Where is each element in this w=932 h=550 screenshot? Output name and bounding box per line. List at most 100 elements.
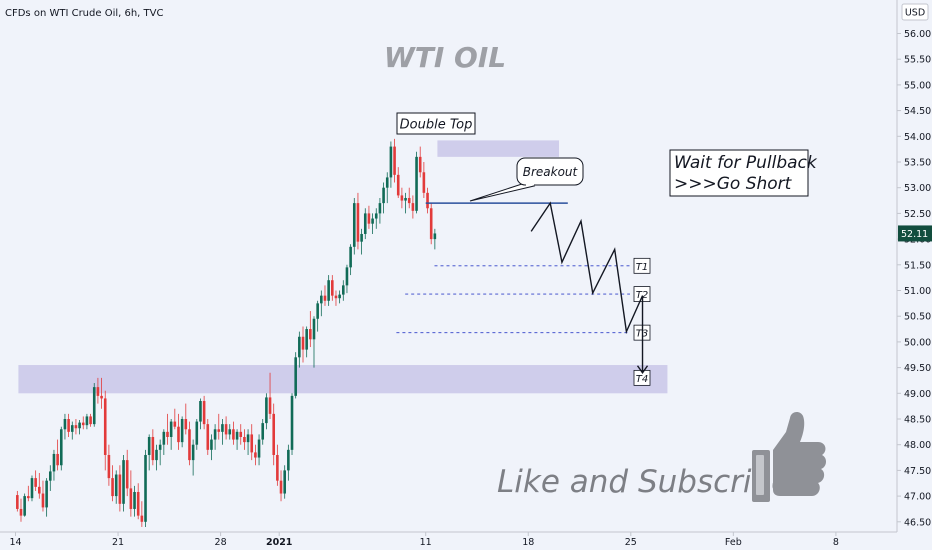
candle xyxy=(19,498,23,522)
candle xyxy=(283,465,286,499)
candle xyxy=(173,408,177,430)
candle xyxy=(38,472,41,499)
candle xyxy=(67,413,70,437)
candle xyxy=(81,416,85,430)
double-top-zone xyxy=(437,140,560,157)
candle xyxy=(356,192,360,250)
y-tick-label: 50.50 xyxy=(904,312,931,323)
candle xyxy=(151,429,155,466)
candle xyxy=(221,419,224,445)
candle xyxy=(287,444,290,481)
price-axis[interactable]: 56.00 55.50 55.00 54.50 54.00 53.50 53.00 52.50… xyxy=(896,0,932,532)
y-tick-label: 46.50 xyxy=(904,517,931,528)
candle xyxy=(180,416,184,448)
last-price-label: 52.11 xyxy=(901,229,928,240)
symbol-label: CFDs on WTI Crude Oil, 6h, TVC xyxy=(5,8,163,19)
candle xyxy=(265,393,268,430)
candle xyxy=(103,390,107,471)
candle xyxy=(320,290,323,317)
candle xyxy=(316,300,319,332)
candle xyxy=(232,421,235,445)
candle xyxy=(294,352,297,399)
candle xyxy=(276,444,279,486)
candle xyxy=(268,372,272,419)
last-price-tag xyxy=(898,225,932,242)
target-label-t4: T4 xyxy=(636,374,648,385)
candle xyxy=(52,449,56,481)
candle xyxy=(360,228,363,255)
projection-arrowhead xyxy=(636,365,649,374)
candle xyxy=(23,493,26,517)
candle xyxy=(385,172,389,204)
candle xyxy=(374,208,378,229)
candle xyxy=(188,421,191,466)
candle xyxy=(27,485,30,502)
candle xyxy=(48,465,52,491)
candle xyxy=(177,413,180,450)
candle xyxy=(195,419,199,450)
candle xyxy=(341,280,345,301)
candle xyxy=(74,419,78,435)
target-label-box xyxy=(633,257,651,274)
candle xyxy=(382,182,385,214)
y-tick-label: 55.00 xyxy=(904,80,931,91)
candle xyxy=(63,413,67,440)
projection-path xyxy=(530,201,644,373)
candle xyxy=(279,470,283,502)
y-tick-label: 48.00 xyxy=(904,440,931,451)
candle xyxy=(254,444,257,466)
breakout-callout-text: Breakout xyxy=(523,165,579,179)
candle xyxy=(235,429,239,450)
candle xyxy=(312,316,316,368)
candle xyxy=(136,483,140,520)
y-tick-label: 48.50 xyxy=(904,415,931,426)
x-tick-label: 8 xyxy=(833,537,839,548)
x-tick-label: 25 xyxy=(625,537,637,548)
candle xyxy=(210,434,213,461)
chart-title: WTI OIL xyxy=(384,41,506,74)
candle xyxy=(118,465,122,512)
currency-box xyxy=(901,3,929,21)
candle xyxy=(70,421,74,440)
candle xyxy=(246,429,250,455)
y-tick-label: 50.00 xyxy=(904,337,931,348)
x-tick-label: 28 xyxy=(215,537,227,548)
candle xyxy=(169,419,173,450)
candle xyxy=(404,192,407,214)
candle xyxy=(422,162,426,198)
x-tick-label: Feb xyxy=(725,537,742,548)
candle xyxy=(184,403,188,435)
like-subscribe-text: Like and Subscribe! xyxy=(497,464,803,500)
candle xyxy=(144,449,147,527)
y-tick-label: 53.00 xyxy=(904,183,931,194)
candle xyxy=(206,419,210,455)
y-tick-label: 55.50 xyxy=(904,55,931,66)
candle xyxy=(261,419,265,445)
y-tick-label: 54.00 xyxy=(904,132,931,143)
candle xyxy=(16,490,19,512)
y-tick-label: 49.50 xyxy=(904,363,931,374)
x-tick-label: 14 xyxy=(9,537,21,548)
candle xyxy=(301,326,305,363)
candle xyxy=(41,480,45,512)
candle xyxy=(202,395,206,430)
candle xyxy=(305,326,308,358)
candle xyxy=(433,228,437,250)
y-tick-label: 51.50 xyxy=(904,260,931,271)
candle xyxy=(147,434,151,471)
double-top-label: Double Top xyxy=(400,118,473,133)
candle xyxy=(239,424,243,445)
candle xyxy=(323,285,327,306)
y-tick-label: 51.00 xyxy=(904,286,931,297)
double-top-label-box xyxy=(396,112,476,135)
candle xyxy=(407,187,411,209)
time-axis[interactable]: 1421282021111825Feb815 xyxy=(0,531,932,548)
candle xyxy=(396,167,400,198)
candle xyxy=(243,429,246,450)
candle xyxy=(125,449,129,497)
candle xyxy=(224,416,228,440)
candle xyxy=(298,331,301,368)
candle xyxy=(191,439,195,476)
candle xyxy=(400,187,404,209)
